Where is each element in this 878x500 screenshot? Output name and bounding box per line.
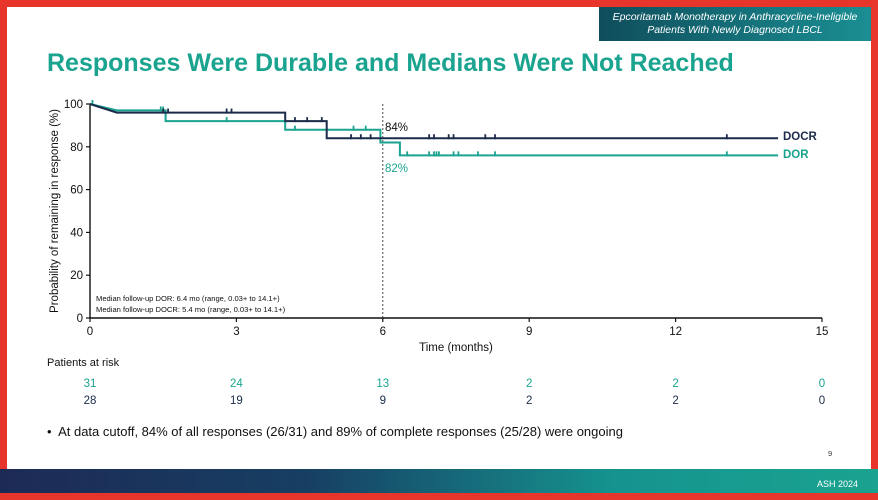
footer-bar xyxy=(0,469,878,493)
at-risk-dor-3: 24 xyxy=(230,378,243,390)
median-note-docr: Median follow-up DOCR: 5.4 mo (range, 0.… xyxy=(96,305,286,314)
y-tick-label-40: 40 xyxy=(70,227,83,239)
x-tick-label-9: 9 xyxy=(526,326,532,338)
at-risk-docr-9: 2 xyxy=(526,395,532,407)
at-risk-dor-6: 13 xyxy=(376,378,389,390)
banner-line-1: Epcoritamab Monotherapy in Anthracycline… xyxy=(612,11,858,23)
y-tick-label-20: 20 xyxy=(70,270,83,282)
x-tick-label-15: 15 xyxy=(816,326,829,338)
y-tick-label-0: 0 xyxy=(77,313,83,325)
km-curve-docr xyxy=(89,103,779,140)
y-axis-label: Probability of remaining in response (%) xyxy=(49,109,61,313)
km-curve-dor xyxy=(89,103,779,157)
at-risk-dor-12: 2 xyxy=(672,378,678,390)
at-risk-docr-15: 0 xyxy=(819,395,825,407)
at-risk-docr-6: 9 xyxy=(380,395,386,407)
legend-dor: DOR xyxy=(783,149,809,161)
bullet-symbol: • xyxy=(47,424,52,439)
page-number: 9 xyxy=(828,449,833,458)
y-tick-label-60: 60 xyxy=(70,185,83,197)
at-risk-dor-0: 31 xyxy=(84,378,97,390)
banner-line-2: Patients With Newly Diagnosed LBCL xyxy=(647,24,823,36)
y-tick-label-80: 80 xyxy=(70,142,83,154)
at-risk-dor-9: 2 xyxy=(526,378,532,390)
takeaway-bullet: • At data cutoff, 84% of all responses (… xyxy=(47,424,623,439)
x-tick-label-6: 6 xyxy=(380,326,386,338)
slide xyxy=(7,7,871,469)
x-tick-label-3: 3 xyxy=(233,326,239,338)
annotation-docr-84: 84% xyxy=(385,122,408,134)
at-risk-docr-12: 2 xyxy=(672,395,678,407)
footer-brand: ASH 2024 xyxy=(816,479,858,489)
at-risk-docr-3: 19 xyxy=(230,395,243,407)
legend-docr: DOCR xyxy=(783,131,818,143)
x-tick-label-12: 12 xyxy=(669,326,682,338)
y-tick-label-100: 100 xyxy=(64,99,83,111)
annotation-dor-82: 82% xyxy=(385,163,408,175)
slide-title: Responses Were Durable and Medians Were … xyxy=(47,49,734,77)
takeaway-text: At data cutoff, 84% of all responses (26… xyxy=(58,424,623,439)
at-risk-label: Patients at risk xyxy=(47,357,120,369)
study-banner: Epcoritamab Monotherapy in Anthracycline… xyxy=(599,7,871,41)
at-risk-docr-0: 28 xyxy=(84,395,97,407)
x-tick-label-0: 0 xyxy=(87,326,93,338)
median-note-dor: Median follow-up DOR: 6.4 mo (range, 0.0… xyxy=(96,294,280,303)
at-risk-dor-15: 0 xyxy=(819,378,825,390)
x-axis-label: Time (months) xyxy=(419,342,493,354)
